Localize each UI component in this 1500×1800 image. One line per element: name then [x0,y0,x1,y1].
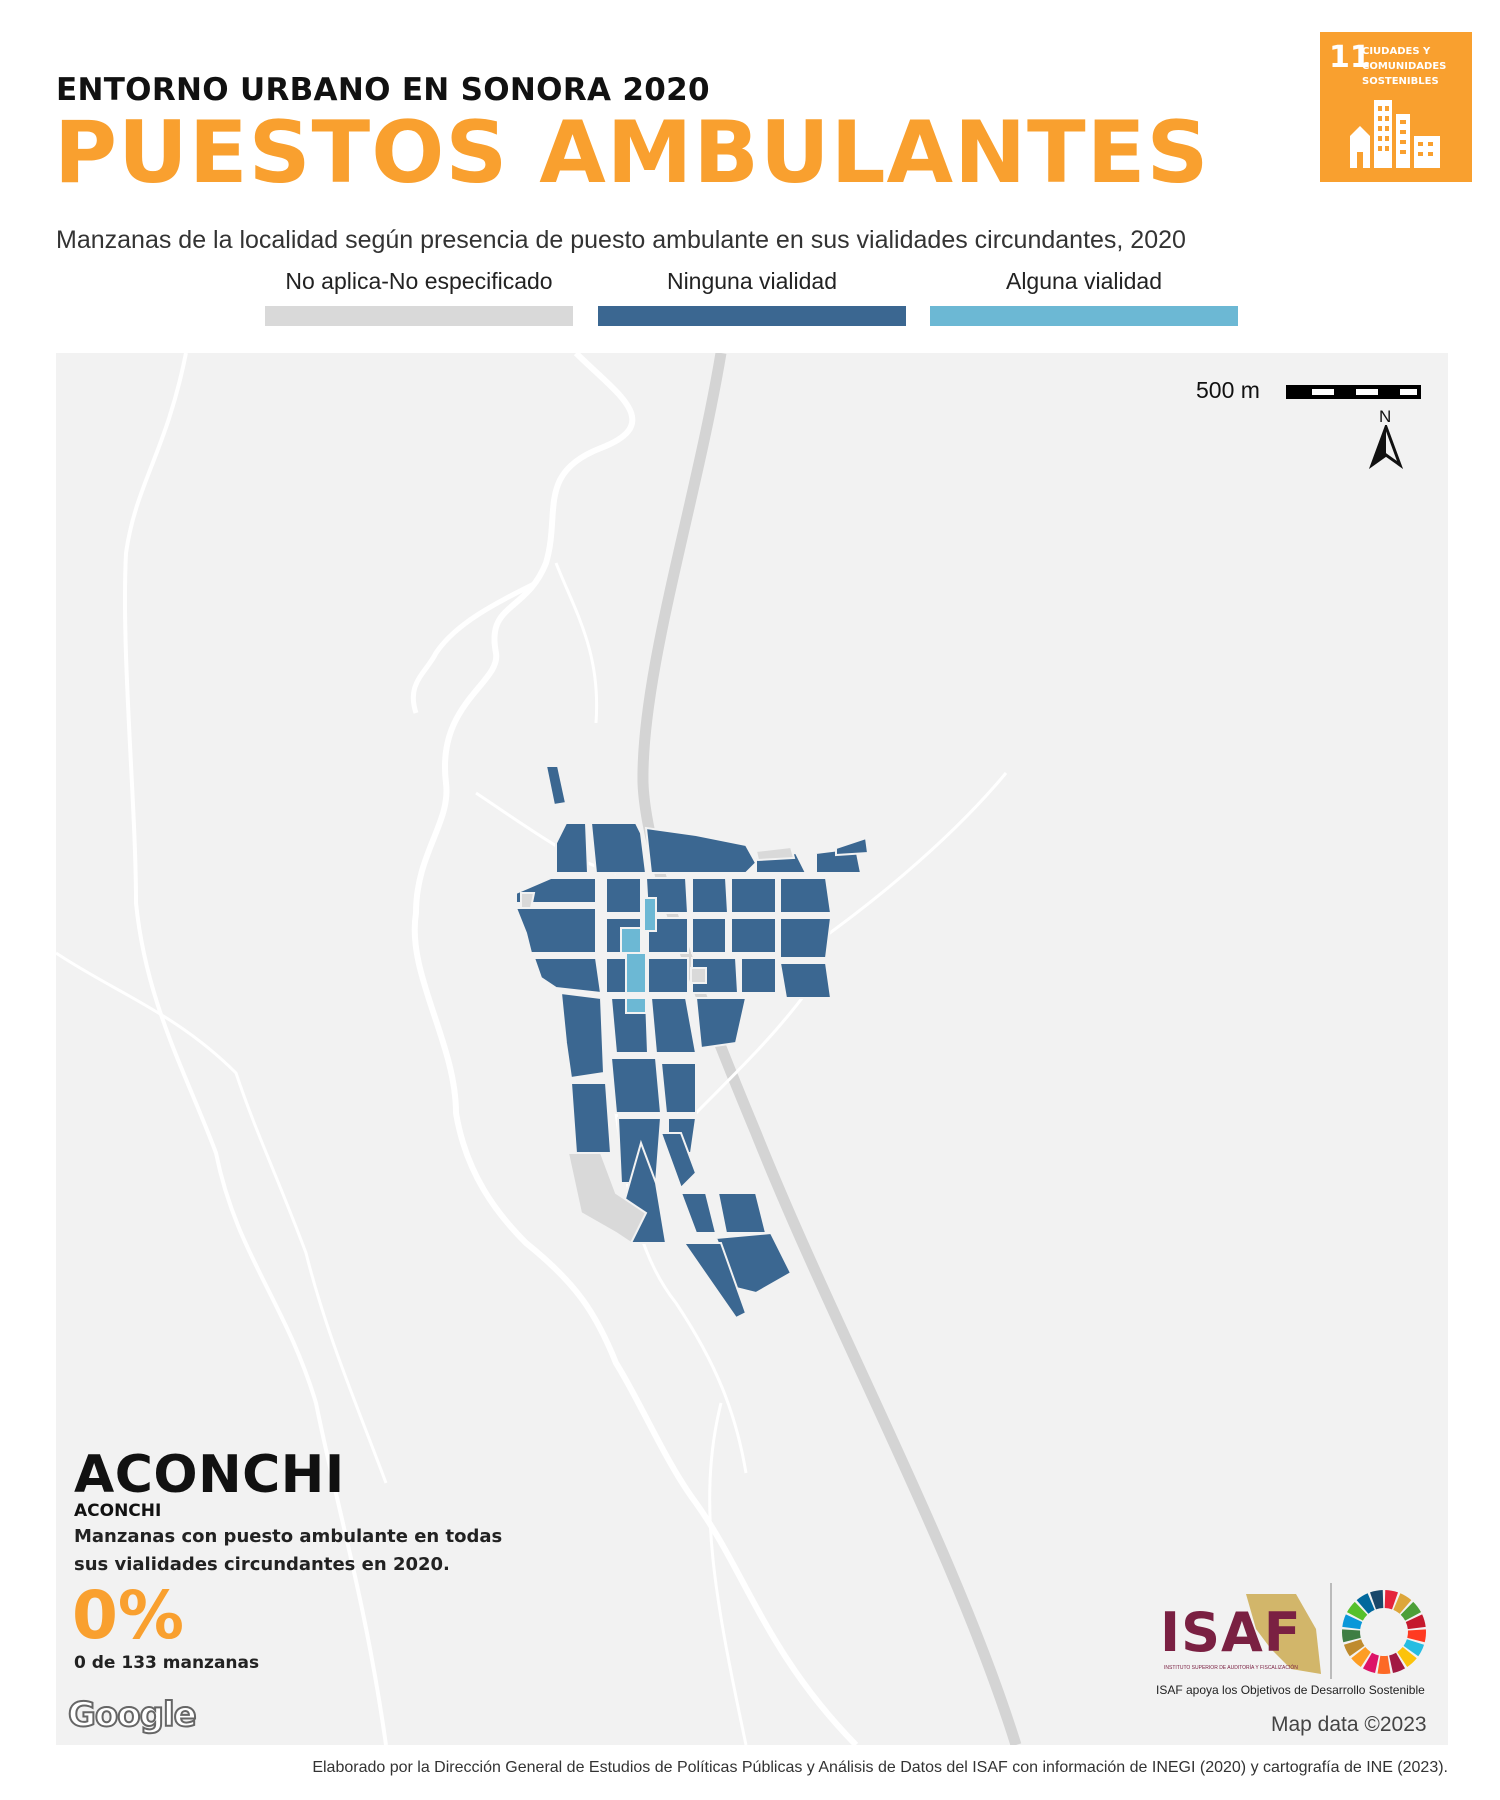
legend-item-no-aplica: No aplica-No especificado [265,268,573,326]
road-south-2 [708,1402,748,1745]
blocks-no-aplica [520,845,796,1245]
sdg-number: 11 [1329,40,1371,75]
road-northeast [815,772,1008,945]
road-north [554,562,599,724]
page-title: PUESTOS AMBULANTES [54,103,1210,203]
sdg-wheel-segment [1351,1647,1371,1668]
sdg-label: CIUDADES Y COMUNIDADES SOSTENIBLES [1362,46,1447,87]
legend-swatch [930,306,1238,326]
north-arrow-icon [1368,425,1404,469]
sdg-wheel-segment [1384,1590,1398,1610]
sdg-wheel-segment [1370,1590,1384,1610]
sdg-wheel-segment [1400,1601,1422,1621]
north-label: N [1379,407,1392,426]
isaf-block: ISAF INSTITUTO SUPERIOR DE AUDITORÍA Y F… [1156,1583,1436,1699]
sdg-wheel-segment [1346,1601,1368,1621]
legend: No aplica-No especificado Ninguna vialid… [0,268,1500,328]
scale-segment [1290,389,1312,395]
footer-credit: Elaborado por la Dirección General de Es… [312,1759,1448,1776]
river [411,353,859,1745]
legend-label: Alguna vialidad [1005,268,1162,294]
isaf-tiny-text: INSTITUTO SUPERIOR DE AUDITORÍA Y FISCAL… [1164,1665,1298,1671]
isaf-divider [1330,1583,1332,1679]
legend-label: Ninguna vialidad [666,268,838,294]
isaf-caption: ISAF apoya los Objetivos de Desarrollo S… [1156,1683,1425,1697]
scale-segment [1334,389,1356,395]
legend-swatch [598,306,906,326]
sonora-map-icon [1246,1594,1321,1674]
header-kicker: ENTORNO URBANO EN SONORA 2020 [56,72,710,108]
blocks-ninguna-vialidad [514,765,870,1320]
sdg-wheel-segment [1362,1652,1379,1674]
sdg-wheel-segment [1342,1614,1363,1630]
scale-bar [1286,385,1421,399]
locality-municipality: ACONCHI [74,1501,162,1521]
road-west [122,353,388,1745]
sdg-wheel-icon [1342,1590,1426,1674]
highway [637,353,1022,1745]
sdg-wheel-segment [1397,1647,1417,1668]
legend-item-alguna: Alguna vialidad [930,268,1238,326]
road-southeast [694,992,808,1115]
road-southwest [56,951,388,1484]
map-panel[interactable]: 500 m N ACONCHI ACONCHI Manzanas con pue… [56,353,1448,1745]
locality-name: ACONCHI [74,1445,345,1505]
sdg-wheel-segment [1407,1629,1426,1643]
sdg-wheel-segment [1393,1593,1412,1614]
isaf-logo: ISAF [1160,1601,1302,1664]
count-label: 0 de 133 manzanas [74,1653,260,1673]
river-branch [410,580,538,714]
legend-label: No aplica-No especificado [285,268,553,294]
sdg-11-badge: 11 CIUDADES Y COMUNIDADES SOSTENIBLES [1320,32,1472,182]
sdg-wheel-segment [1342,1629,1361,1643]
big-percent: 0% [72,1577,185,1654]
sdg-wheel-segment [1389,1652,1406,1674]
scale-segment [1378,389,1400,395]
locality-description: Manzanas con puesto ambulante en todas s… [74,1526,503,1575]
scale-label: 500 m [1196,377,1260,403]
page-subtitle: Manzanas de la localidad según presencia… [56,226,1186,254]
sdg-wheel-segment [1356,1593,1375,1614]
map-attribution: Map data ©2023 [1271,1713,1427,1736]
sdg-wheel-segment [1343,1639,1365,1657]
sdg-wheel-segment [1377,1655,1391,1674]
base-map [56,353,1022,1745]
google-logo: Google [67,1694,198,1736]
blocks-alguna-vialidad [620,897,657,1014]
legend-item-ninguna: Ninguna vialidad [598,268,906,326]
city-buildings-icon [1350,100,1440,168]
sdg-wheel-segment [1405,1614,1426,1630]
sdg-wheel-segment [1403,1639,1425,1657]
legend-swatch [265,306,573,326]
